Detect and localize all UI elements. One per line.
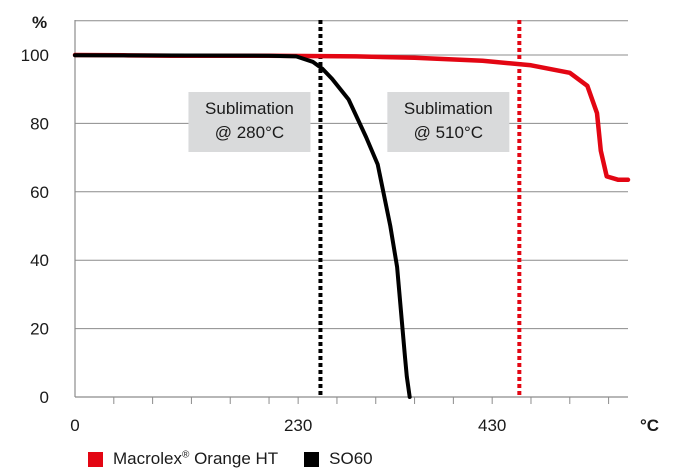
sublimation-label: Sublimation (404, 99, 493, 118)
x-tick-label: 430 (478, 416, 506, 435)
legend-label-so60: SO60 (329, 449, 373, 468)
series-line-so60 (73, 53, 412, 399)
legend-swatch-macrolex (88, 451, 103, 467)
y-tick-label: 60 (30, 183, 49, 202)
x-tick-label: 0 (70, 416, 79, 435)
x-tick-label: 230 (284, 416, 312, 435)
sublimation-label-box (188, 92, 311, 152)
sublimation-label: Sublimation (205, 99, 294, 118)
series-line-macrolex (72, 52, 631, 183)
y-tick-label: 100 (21, 46, 49, 65)
legend: Macrolex® Orange HT SO60 (88, 449, 399, 469)
y-tick-label: 40 (30, 251, 49, 270)
legend-item-macrolex: Macrolex® Orange HT (88, 449, 278, 469)
legend-swatch-so60 (304, 451, 320, 467)
sublimation-label-box (387, 92, 510, 152)
sublimation-label: @ 510°C (414, 123, 483, 142)
sublimation-label: @ 280°C (215, 123, 284, 142)
y-tick-label: 20 (30, 320, 49, 339)
x-axis-label: °C (640, 416, 659, 435)
legend-item-so60: SO60 (304, 449, 373, 469)
legend-label-macrolex: Macrolex® Orange HT (113, 449, 279, 468)
y-tick-label: 80 (30, 114, 49, 133)
y-tick-label: 0 (40, 388, 49, 407)
y-axis-label: % (32, 13, 47, 32)
